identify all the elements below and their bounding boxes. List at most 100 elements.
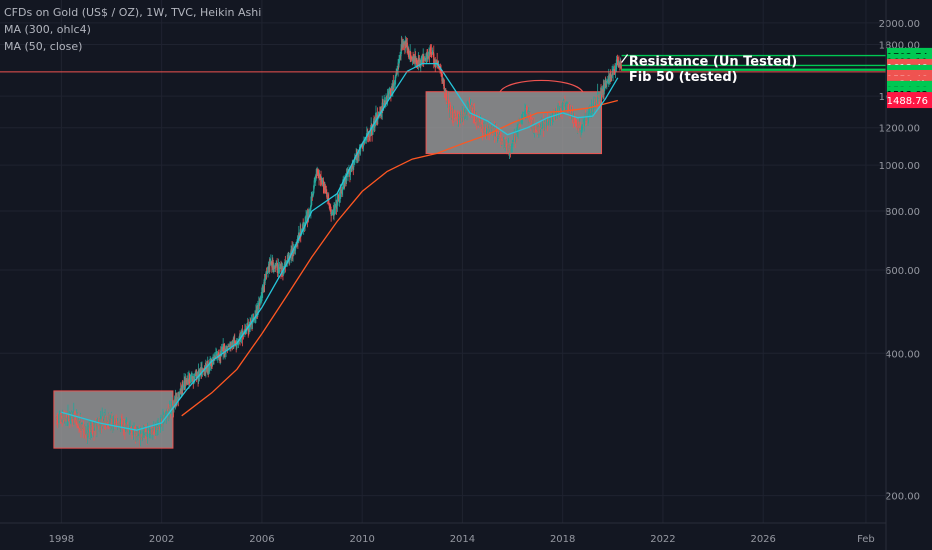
- candle-body: [56, 417, 58, 419]
- candle-body: [600, 91, 602, 94]
- candle-body: [595, 102, 597, 106]
- candle-body: [58, 415, 60, 423]
- candle-body: [487, 129, 489, 133]
- study-ma300[interactable]: MA (300, ohlc4): [4, 23, 91, 36]
- candle-body: [539, 126, 541, 132]
- candle-body: [602, 92, 604, 94]
- candle-body: [404, 40, 406, 46]
- candle-body: [606, 82, 608, 85]
- candle-body: [327, 197, 329, 200]
- candle-body: [381, 111, 383, 115]
- candle-body: [462, 114, 464, 118]
- candle-body: [524, 110, 526, 112]
- candle-body: [526, 109, 528, 111]
- candle-body: [547, 122, 550, 124]
- candle-body: [158, 424, 160, 427]
- candle-body: [364, 139, 366, 143]
- candle-body: [587, 116, 589, 120]
- candle-body: [465, 111, 467, 115]
- candle-body: [171, 403, 173, 409]
- candle-body: [91, 427, 93, 430]
- annotations[interactable]: Resistance (Un Tested)Fib 50 (tested): [621, 54, 798, 85]
- candle-body: [560, 109, 562, 111]
- x-tick-label: 2014: [450, 534, 475, 545]
- candle-body: [165, 413, 167, 418]
- candle-body: [382, 105, 384, 111]
- candle-body: [93, 429, 96, 431]
- candle-body: [523, 113, 525, 115]
- study-ma50[interactable]: MA (50, close): [4, 40, 83, 53]
- candle-body: [574, 120, 577, 124]
- candle-body: [108, 419, 110, 425]
- candle-body: [324, 185, 326, 193]
- candle-body: [331, 213, 333, 215]
- candle-body: [490, 127, 492, 130]
- candle-body: [66, 416, 69, 420]
- candle-body: [346, 172, 349, 177]
- candle-body: [357, 154, 359, 157]
- price-label-bg: [887, 92, 932, 109]
- candle-body: [449, 106, 451, 110]
- candle-body: [503, 140, 505, 147]
- candle-body: [534, 127, 536, 129]
- candle-body: [583, 119, 585, 126]
- candle-body: [337, 196, 339, 199]
- candle-body: [580, 130, 582, 132]
- candle-body: [100, 419, 102, 426]
- candle-body: [211, 360, 214, 366]
- arc-drawing[interactable]: [499, 79, 584, 93]
- candle-body: [598, 94, 600, 98]
- candle-body: [364, 139, 366, 141]
- candle-body: [123, 423, 125, 427]
- candle-body: [210, 359, 213, 366]
- candle-body: [607, 80, 609, 82]
- candle-body: [179, 391, 181, 395]
- candle-body: [517, 128, 519, 132]
- candle-body: [581, 126, 583, 129]
- candle-body: [58, 416, 60, 418]
- candle-body: [317, 173, 320, 175]
- candle-body: [189, 381, 191, 383]
- candle-body: [217, 352, 219, 356]
- candle-body: [558, 108, 561, 113]
- x-tick-label: Feb: [857, 534, 875, 545]
- candle-body: [188, 379, 191, 383]
- candle-body: [248, 328, 250, 330]
- candle-body: [329, 204, 331, 208]
- candle-body: [310, 196, 312, 207]
- candle-body: [294, 247, 297, 251]
- candle-body: [130, 427, 132, 429]
- candle-body: [246, 324, 248, 328]
- candle-body: [114, 419, 116, 425]
- candle-body: [130, 428, 133, 434]
- candle-body: [579, 125, 581, 128]
- candle-body: [594, 102, 596, 104]
- candle-body: [94, 422, 96, 430]
- candle-body: [491, 127, 493, 129]
- candle-body: [64, 418, 67, 420]
- chart-title[interactable]: CFDs on Gold (US$ / OZ), 1W, TVC, Heikin…: [4, 6, 262, 19]
- candle-body: [534, 127, 537, 129]
- candle-body: [138, 431, 140, 434]
- candle-body: [233, 340, 235, 345]
- candle-body: [190, 378, 192, 381]
- candle-body: [221, 349, 223, 352]
- candle-body: [274, 266, 276, 268]
- annotation-text[interactable]: Fib 50 (tested): [629, 70, 738, 85]
- drawn-lines[interactable]: [0, 54, 886, 73]
- moving-averages: [61, 62, 619, 431]
- candle-body: [459, 115, 461, 121]
- annotation-text[interactable]: Resistance (Un Tested): [629, 54, 797, 69]
- candle-body: [353, 162, 355, 168]
- range-boxes[interactable]: [53, 79, 603, 449]
- candle-body: [398, 57, 401, 61]
- candle-body: [596, 100, 598, 102]
- candle-body: [230, 345, 232, 347]
- candle-body: [471, 109, 473, 112]
- candle-body: [349, 170, 352, 175]
- x-tick-label: 2006: [249, 534, 274, 545]
- candle-body: [73, 412, 75, 418]
